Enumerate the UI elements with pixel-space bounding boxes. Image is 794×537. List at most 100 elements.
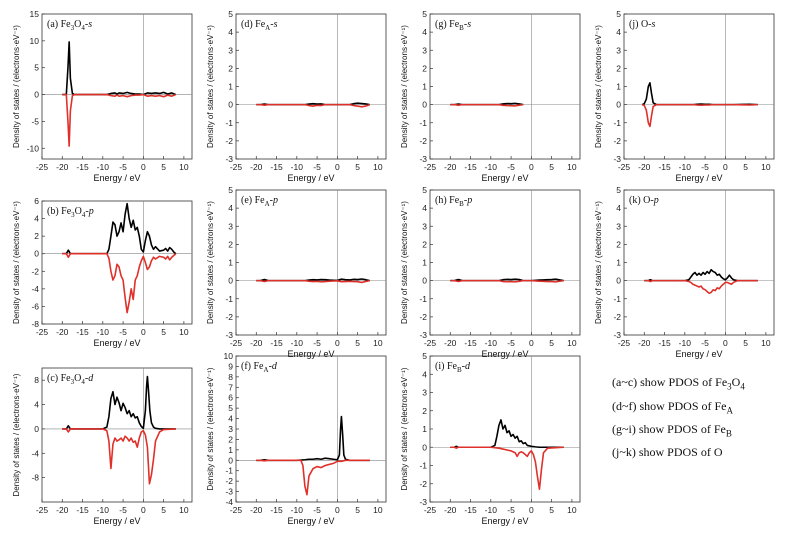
- x-tick-label: -20: [250, 505, 263, 515]
- x-tick-label: 10: [373, 338, 383, 348]
- x-tick-label: -5: [701, 338, 709, 348]
- y-tick-label: 4: [34, 400, 39, 410]
- y-tick-label: -3: [419, 497, 427, 507]
- panel-frame: [41, 13, 193, 160]
- y-axis-label: Density of states / (electrons·eV⁻¹): [400, 201, 409, 324]
- x-axis-label: Energy / eV: [93, 338, 140, 348]
- panel-frame: [41, 367, 193, 503]
- y-tick-label: 6: [34, 196, 39, 206]
- x-tick-label: -10: [291, 338, 304, 348]
- x-tick-label: 0: [529, 338, 534, 348]
- x-tick-label: -15: [464, 338, 477, 348]
- y-tick-label: 3: [422, 45, 427, 55]
- x-tick-label: -25: [36, 327, 49, 337]
- y-tick-label: 5: [422, 185, 427, 195]
- x-tick-label: -10: [679, 338, 692, 348]
- x-axis-label: Energy / eV: [675, 349, 722, 359]
- y-tick-label: -2: [31, 266, 39, 276]
- x-tick-label: -20: [444, 505, 457, 515]
- y-tick-label: -2: [225, 136, 233, 146]
- y-tick-label: -8: [31, 319, 39, 329]
- y-tick-label: 8: [34, 375, 39, 385]
- y-tick-label: 5: [228, 185, 233, 195]
- y-tick-label: 4: [422, 27, 427, 37]
- spin-up-curve: [644, 268, 758, 282]
- x-tick-label: -25: [230, 505, 243, 515]
- y-tick-label: 4: [228, 203, 233, 213]
- x-axis-label: Energy / eV: [481, 516, 528, 526]
- y-axis-label: Density of states / (electrons·eV⁻¹): [206, 25, 215, 148]
- spin-down-curve: [256, 103, 371, 108]
- y-tick-label: 5: [422, 9, 427, 19]
- x-tick-label: 0: [335, 505, 340, 515]
- y-tick-label: -1: [419, 461, 427, 471]
- y-axis-label: Density of states / (electrons·eV⁻¹): [400, 367, 409, 490]
- x-tick-label: 5: [355, 338, 360, 348]
- y-tick-label: -2: [613, 312, 621, 322]
- y-tick-label: 1: [616, 82, 621, 92]
- y-tick-label: 0: [616, 276, 621, 286]
- x-axis-label: Energy / eV: [287, 173, 334, 183]
- y-tick-label: -3: [225, 330, 233, 340]
- y-tick-label: 2: [422, 63, 427, 73]
- x-tick-label: -25: [424, 338, 437, 348]
- panel-frame: [235, 13, 387, 160]
- spin-up-curve: [62, 202, 177, 255]
- x-tick-label: -5: [119, 505, 127, 515]
- panel-frame: [429, 189, 581, 336]
- y-tick-label: 0: [228, 276, 233, 286]
- y-tick-label: 2: [616, 239, 621, 249]
- y-tick-label: 0: [422, 442, 427, 452]
- x-tick-label: -15: [76, 327, 89, 337]
- spin-up-curve: [62, 375, 176, 430]
- y-tick-label: 2: [422, 239, 427, 249]
- y-tick-label: -3: [613, 330, 621, 340]
- legend-note: (d~f) show PDOS of FeA: [612, 399, 733, 416]
- x-tick-label: -5: [507, 162, 515, 172]
- y-tick-label: -4: [31, 284, 39, 294]
- y-tick-label: 5: [228, 9, 233, 19]
- spin-down-curve: [450, 446, 564, 491]
- panel-label: (h) FeB-p: [435, 195, 472, 208]
- x-tick-label: 0: [141, 162, 146, 172]
- spin-down-curve: [450, 279, 564, 283]
- panel-label: (e) FeA-p: [241, 195, 278, 208]
- legend-note: (g~i) show PDOS of FeB: [612, 422, 732, 439]
- y-tick-label: 3: [616, 45, 621, 55]
- x-tick-label: 5: [549, 162, 554, 172]
- x-tick-label: 5: [161, 327, 166, 337]
- y-tick-label: 5: [616, 9, 621, 19]
- x-tick-label: -10: [485, 505, 498, 515]
- y-tick-label: -3: [225, 154, 233, 164]
- x-tick-label: 10: [179, 505, 189, 515]
- x-tick-label: -5: [313, 162, 321, 172]
- panel-frame: [623, 189, 775, 336]
- x-tick-label: -10: [679, 162, 692, 172]
- panel-frame: [235, 189, 387, 336]
- y-tick-label: 1: [616, 258, 621, 268]
- x-tick-label: 0: [335, 338, 340, 348]
- y-tick-label: 4: [228, 27, 233, 37]
- panel-c: -25 -20 -15 -10 -5 0 5 10 -8 -4 0 4 8 Energy / eV Dens…: [12, 367, 193, 526]
- panel-frame: [429, 13, 581, 160]
- x-axis-label: Energy / eV: [481, 349, 528, 359]
- x-tick-label: -25: [36, 505, 49, 515]
- y-tick-label: 2: [228, 239, 233, 249]
- y-axis-label: Density of states / (electrons·eV⁻¹): [12, 373, 21, 496]
- x-tick-label: 10: [761, 338, 771, 348]
- x-tick-label: 5: [355, 162, 360, 172]
- y-tick-label: 2: [228, 434, 233, 444]
- y-tick-label: -1: [225, 466, 233, 476]
- x-tick-label: -10: [97, 327, 110, 337]
- x-tick-label: -20: [56, 162, 69, 172]
- x-tick-label: -5: [313, 338, 321, 348]
- y-tick-label: -4: [225, 497, 233, 507]
- y-tick-label: 4: [616, 203, 621, 213]
- spin-down-curve: [450, 103, 524, 107]
- x-tick-label: -25: [618, 162, 631, 172]
